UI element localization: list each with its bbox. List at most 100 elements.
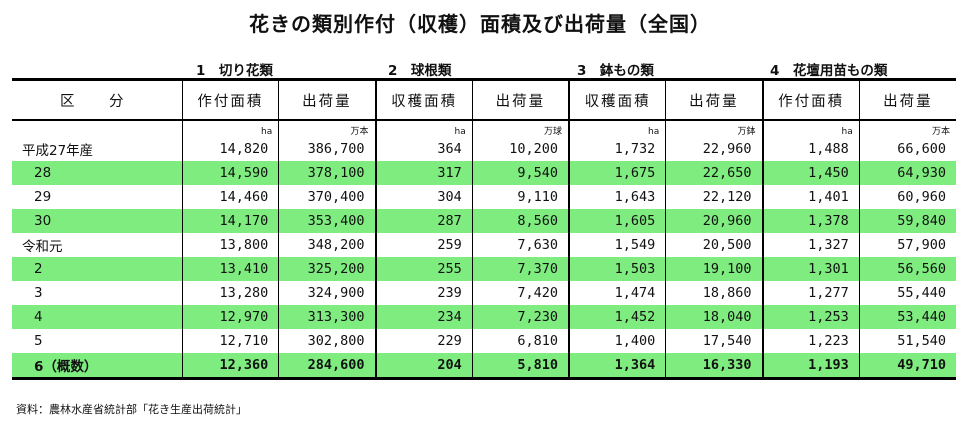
table-row: 令和元 13,800 348,200 259 7,630 1,549 20,500 1,327…	[12, 233, 956, 257]
header-row: 区 分 作付面積 出荷量 収穫面積 出荷量 収穫面積 出荷量 作付面積 出荷量	[12, 78, 956, 121]
table-cell: 53,440	[858, 305, 956, 329]
row-label: 3	[34, 285, 43, 301]
table-cell: 302,800	[278, 329, 376, 353]
row-label: 2	[12, 257, 182, 281]
table-cell: 1,277	[761, 281, 860, 305]
table-cell: 255	[374, 257, 473, 281]
table-cell: 229	[374, 329, 473, 353]
table-cell: 7,230	[471, 305, 569, 329]
table-row: 3 13,280 324,900 239 7,420 1,474 18,860 1,277 55…	[12, 281, 956, 305]
table-cell: 20,960	[665, 209, 763, 233]
table-cell: 22,120	[665, 185, 763, 209]
unit-cell: ha	[761, 120, 860, 137]
table-cell: 49,710	[858, 353, 956, 380]
table-cell: 313,300	[278, 305, 376, 329]
table-cell: 14,820	[181, 137, 279, 161]
table-cell: 1,474	[568, 281, 666, 305]
table-cell: 14,170	[181, 209, 279, 233]
table-cell: 8,560	[471, 209, 569, 233]
table-cell: 19,100	[665, 257, 763, 281]
row-label: 平成27年産	[22, 143, 94, 159]
table-cell: 6,810	[471, 329, 569, 353]
row-label: 29	[34, 189, 52, 205]
table-cell: 287	[374, 209, 473, 233]
table-cell: 259	[374, 233, 473, 257]
table-cell: 1,364	[568, 353, 666, 380]
category-potted-plants: 3 鉢もの類	[577, 63, 654, 79]
table-cell: 386,700	[278, 137, 376, 161]
header-bedding-area: 作付面積	[761, 78, 860, 121]
table-cell: 1,675	[568, 161, 666, 185]
unit-cell	[12, 120, 182, 137]
table-cell: 1,643	[568, 185, 666, 209]
table-cell: 64,930	[858, 161, 956, 185]
table-cell: 1,452	[568, 305, 666, 329]
unit-cell: 万本	[858, 120, 956, 137]
table-cell: 364	[374, 137, 473, 161]
row-label: 5	[34, 333, 43, 349]
row-label: 28	[12, 161, 182, 185]
table-cell: 1,301	[761, 257, 860, 281]
table-cell: 324,900	[278, 281, 376, 305]
table-cell: 1,193	[761, 353, 860, 380]
table-cell: 18,040	[665, 305, 763, 329]
table-cell: 60,960	[858, 185, 956, 209]
table-cell: 1,488	[761, 137, 860, 161]
table-cell: 17,540	[665, 329, 763, 353]
table-cell: 239	[374, 281, 473, 305]
unit-row: ha 万本 ha 万球 ha 万鉢 ha 万本	[12, 120, 956, 137]
row-label: 30	[12, 209, 182, 233]
page-title: 花きの類別作付（収穫）面積及び出荷量（全国）	[249, 12, 711, 36]
unit-cell: ha	[568, 120, 666, 137]
table-cell: 13,280	[181, 281, 279, 305]
table-cell: 55,440	[858, 281, 956, 305]
table-cell: 204	[374, 353, 473, 380]
table-cell: 22,650	[665, 161, 763, 185]
row-label: 6（概数）	[12, 353, 182, 380]
table-cell: 12,710	[181, 329, 279, 353]
table-cell: 57,900	[858, 233, 956, 257]
table-cell: 1,503	[568, 257, 666, 281]
header-cut-flowers-shipment: 出荷量	[278, 78, 376, 121]
header-bedding-shipment: 出荷量	[858, 78, 956, 121]
table-cell: 59,840	[858, 209, 956, 233]
row-label: 4	[12, 305, 182, 329]
table-row: 平成27年産 14,820 386,700 364 10,200 1,732 22,960 1…	[12, 137, 956, 161]
table-cell: 18,860	[665, 281, 763, 305]
table-cell: 51,540	[858, 329, 956, 353]
category-cut-flowers: 1 切り花類	[196, 63, 273, 79]
table-cell: 234	[374, 305, 473, 329]
table-cell: 10,200	[471, 137, 569, 161]
table-cell: 1,732	[568, 137, 666, 161]
table-row: 30 14,170 353,400 287 8,560 1,605 20,960 1,378 5…	[12, 209, 956, 233]
table-cell: 9,540	[471, 161, 569, 185]
table-cell: 304	[374, 185, 473, 209]
table-cell: 348,200	[278, 233, 376, 257]
unit-cell: ha	[181, 120, 279, 137]
table-cell: 1,605	[568, 209, 666, 233]
unit-cell: 万本	[278, 120, 376, 137]
category-bedding-plants: 4 花壇用苗もの類	[770, 63, 888, 79]
table-cell: 7,420	[471, 281, 569, 305]
table-cell: 378,100	[278, 161, 376, 185]
table-cell: 56,560	[858, 257, 956, 281]
table-cell: 1,327	[761, 233, 860, 257]
table-cell: 14,460	[181, 185, 279, 209]
table-cell: 1,400	[568, 329, 666, 353]
table-cell: 7,630	[471, 233, 569, 257]
table-cell: 353,400	[278, 209, 376, 233]
header-bulbs-shipment: 出荷量	[471, 78, 569, 121]
table-row: 6（概数） 12,360 284,600 204 5,810 1,364 16,330 1,1…	[12, 353, 956, 380]
table-row: 4 12,970 313,300 234 7,230 1,452 18,040 1,253 53…	[12, 305, 956, 329]
table-cell: 12,970	[181, 305, 279, 329]
table-cell: 284,600	[278, 353, 376, 380]
table-row: 2 13,410 325,200 255 7,370 1,503 19,100 1,301 56…	[12, 257, 956, 281]
table-cell: 1,378	[761, 209, 860, 233]
table-cell: 66,600	[858, 137, 956, 161]
table-cell: 1,401	[761, 185, 860, 209]
row-label: 令和元	[22, 239, 63, 255]
header-category: 区 分	[12, 78, 182, 121]
unit-cell: 万鉢	[665, 120, 763, 137]
table-cell: 5,810	[471, 353, 569, 380]
category-bulbs: 2 球根類	[388, 63, 452, 79]
